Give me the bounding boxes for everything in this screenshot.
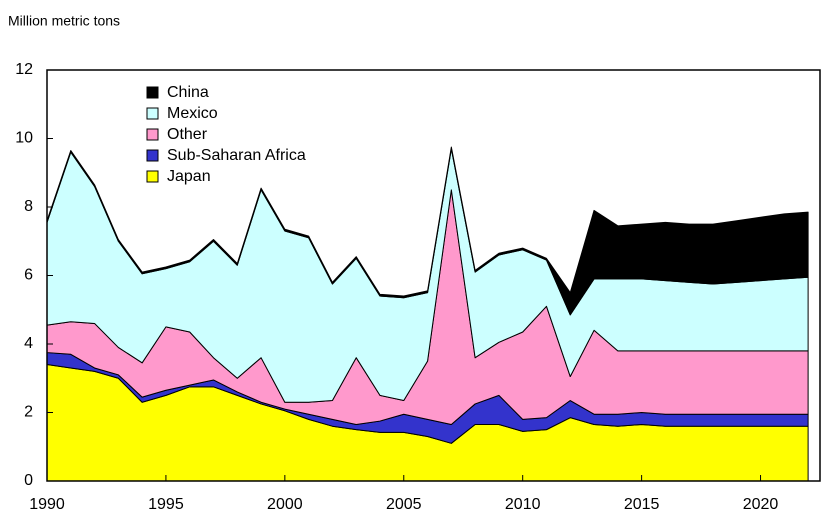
legend-swatch	[146, 128, 159, 141]
x-tick-label: 2015	[624, 496, 660, 513]
y-tick-label: 12	[15, 61, 33, 78]
legend-swatch	[146, 149, 159, 162]
legend-swatch	[146, 170, 159, 183]
x-tick-label: 2000	[267, 496, 303, 513]
y-axis-label: Million metric tons	[8, 13, 120, 29]
x-tick-label: 1995	[148, 496, 184, 513]
area	[46, 146, 809, 316]
x-tick-label: 1990	[29, 496, 65, 513]
x-tick-label: 2020	[743, 496, 779, 513]
legend-label: Japan	[167, 168, 211, 185]
x-tick-label: 2005	[386, 496, 422, 513]
legend-swatch	[146, 86, 159, 99]
legend-label: China	[167, 84, 209, 101]
y-tick-label: 0	[24, 472, 33, 489]
legend-label: Other	[167, 126, 208, 143]
y-tick-label: 6	[24, 267, 33, 284]
y-tick-label: 2	[24, 404, 33, 421]
y-tick-label: 10	[15, 130, 33, 147]
y-tick-label: 4	[24, 335, 33, 352]
x-tick-label: 2010	[505, 496, 541, 513]
y-tick-label: 8	[24, 198, 33, 215]
legend-label: Sub-Saharan Africa	[167, 147, 306, 164]
legend-label: Mexico	[167, 105, 218, 122]
legend-swatch	[146, 107, 159, 120]
